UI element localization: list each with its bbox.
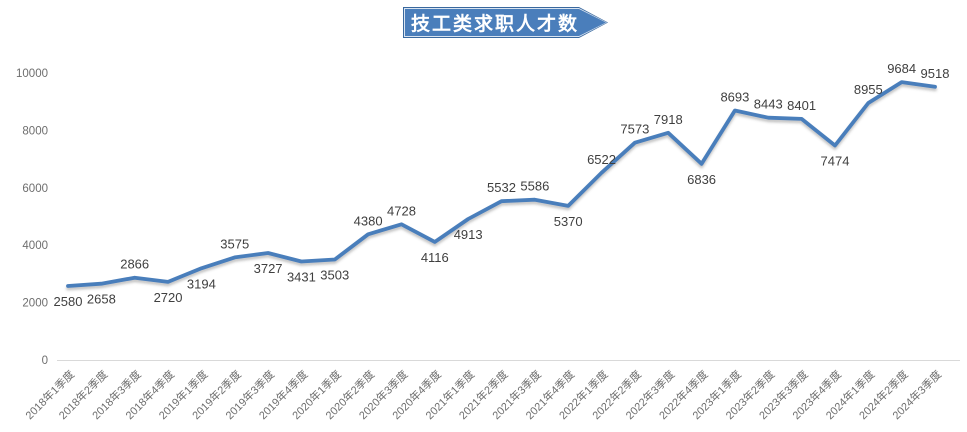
data-label: 7573 — [620, 122, 649, 137]
data-label: 3575 — [220, 236, 249, 251]
data-label: 2658 — [87, 292, 116, 307]
data-label: 3503 — [320, 267, 349, 282]
chart-title: 技工类求职人才数 — [411, 14, 580, 35]
chart-title-banner: 技工类求职人才数 — [403, 7, 608, 38]
data-label: 2866 — [120, 257, 149, 272]
data-label: 7474 — [821, 153, 850, 168]
data-label: 8693 — [720, 90, 749, 105]
data-label: 2720 — [154, 290, 183, 305]
data-label: 4728 — [387, 203, 416, 218]
data-label: 3194 — [187, 276, 216, 291]
data-label: 3727 — [254, 261, 283, 276]
y-tick-label: 4000 — [22, 240, 48, 252]
y-tick-label: 10000 — [16, 68, 48, 80]
chart-title-banner-fill: 技工类求职人才数 — [405, 9, 606, 36]
data-label: 5532 — [487, 180, 516, 195]
data-label: 4380 — [354, 213, 383, 228]
data-label: 9684 — [887, 61, 916, 76]
data-label: 3431 — [287, 270, 316, 285]
data-label: 9518 — [921, 66, 950, 81]
data-label: 4116 — [421, 250, 449, 265]
line-series — [66, 80, 937, 288]
data-label: 4913 — [454, 227, 483, 242]
data-label: 6836 — [687, 172, 716, 187]
y-tick-label: 8000 — [22, 125, 48, 137]
data-label: 5370 — [554, 214, 583, 229]
data-label: 6522 — [587, 152, 616, 167]
y-tick-label: 6000 — [22, 183, 48, 195]
chart-title-banner-inner-line: 技工类求职人才数 — [404, 8, 607, 37]
data-label: 7918 — [654, 112, 683, 127]
data-label: 2580 — [54, 294, 83, 309]
data-label: 8401 — [787, 98, 816, 113]
y-tick-label: 0 — [42, 355, 48, 367]
data-label: 8955 — [854, 82, 883, 97]
y-tick-label: 2000 — [22, 298, 48, 310]
data-label: 8443 — [754, 97, 783, 112]
data-label: 5586 — [520, 179, 549, 194]
